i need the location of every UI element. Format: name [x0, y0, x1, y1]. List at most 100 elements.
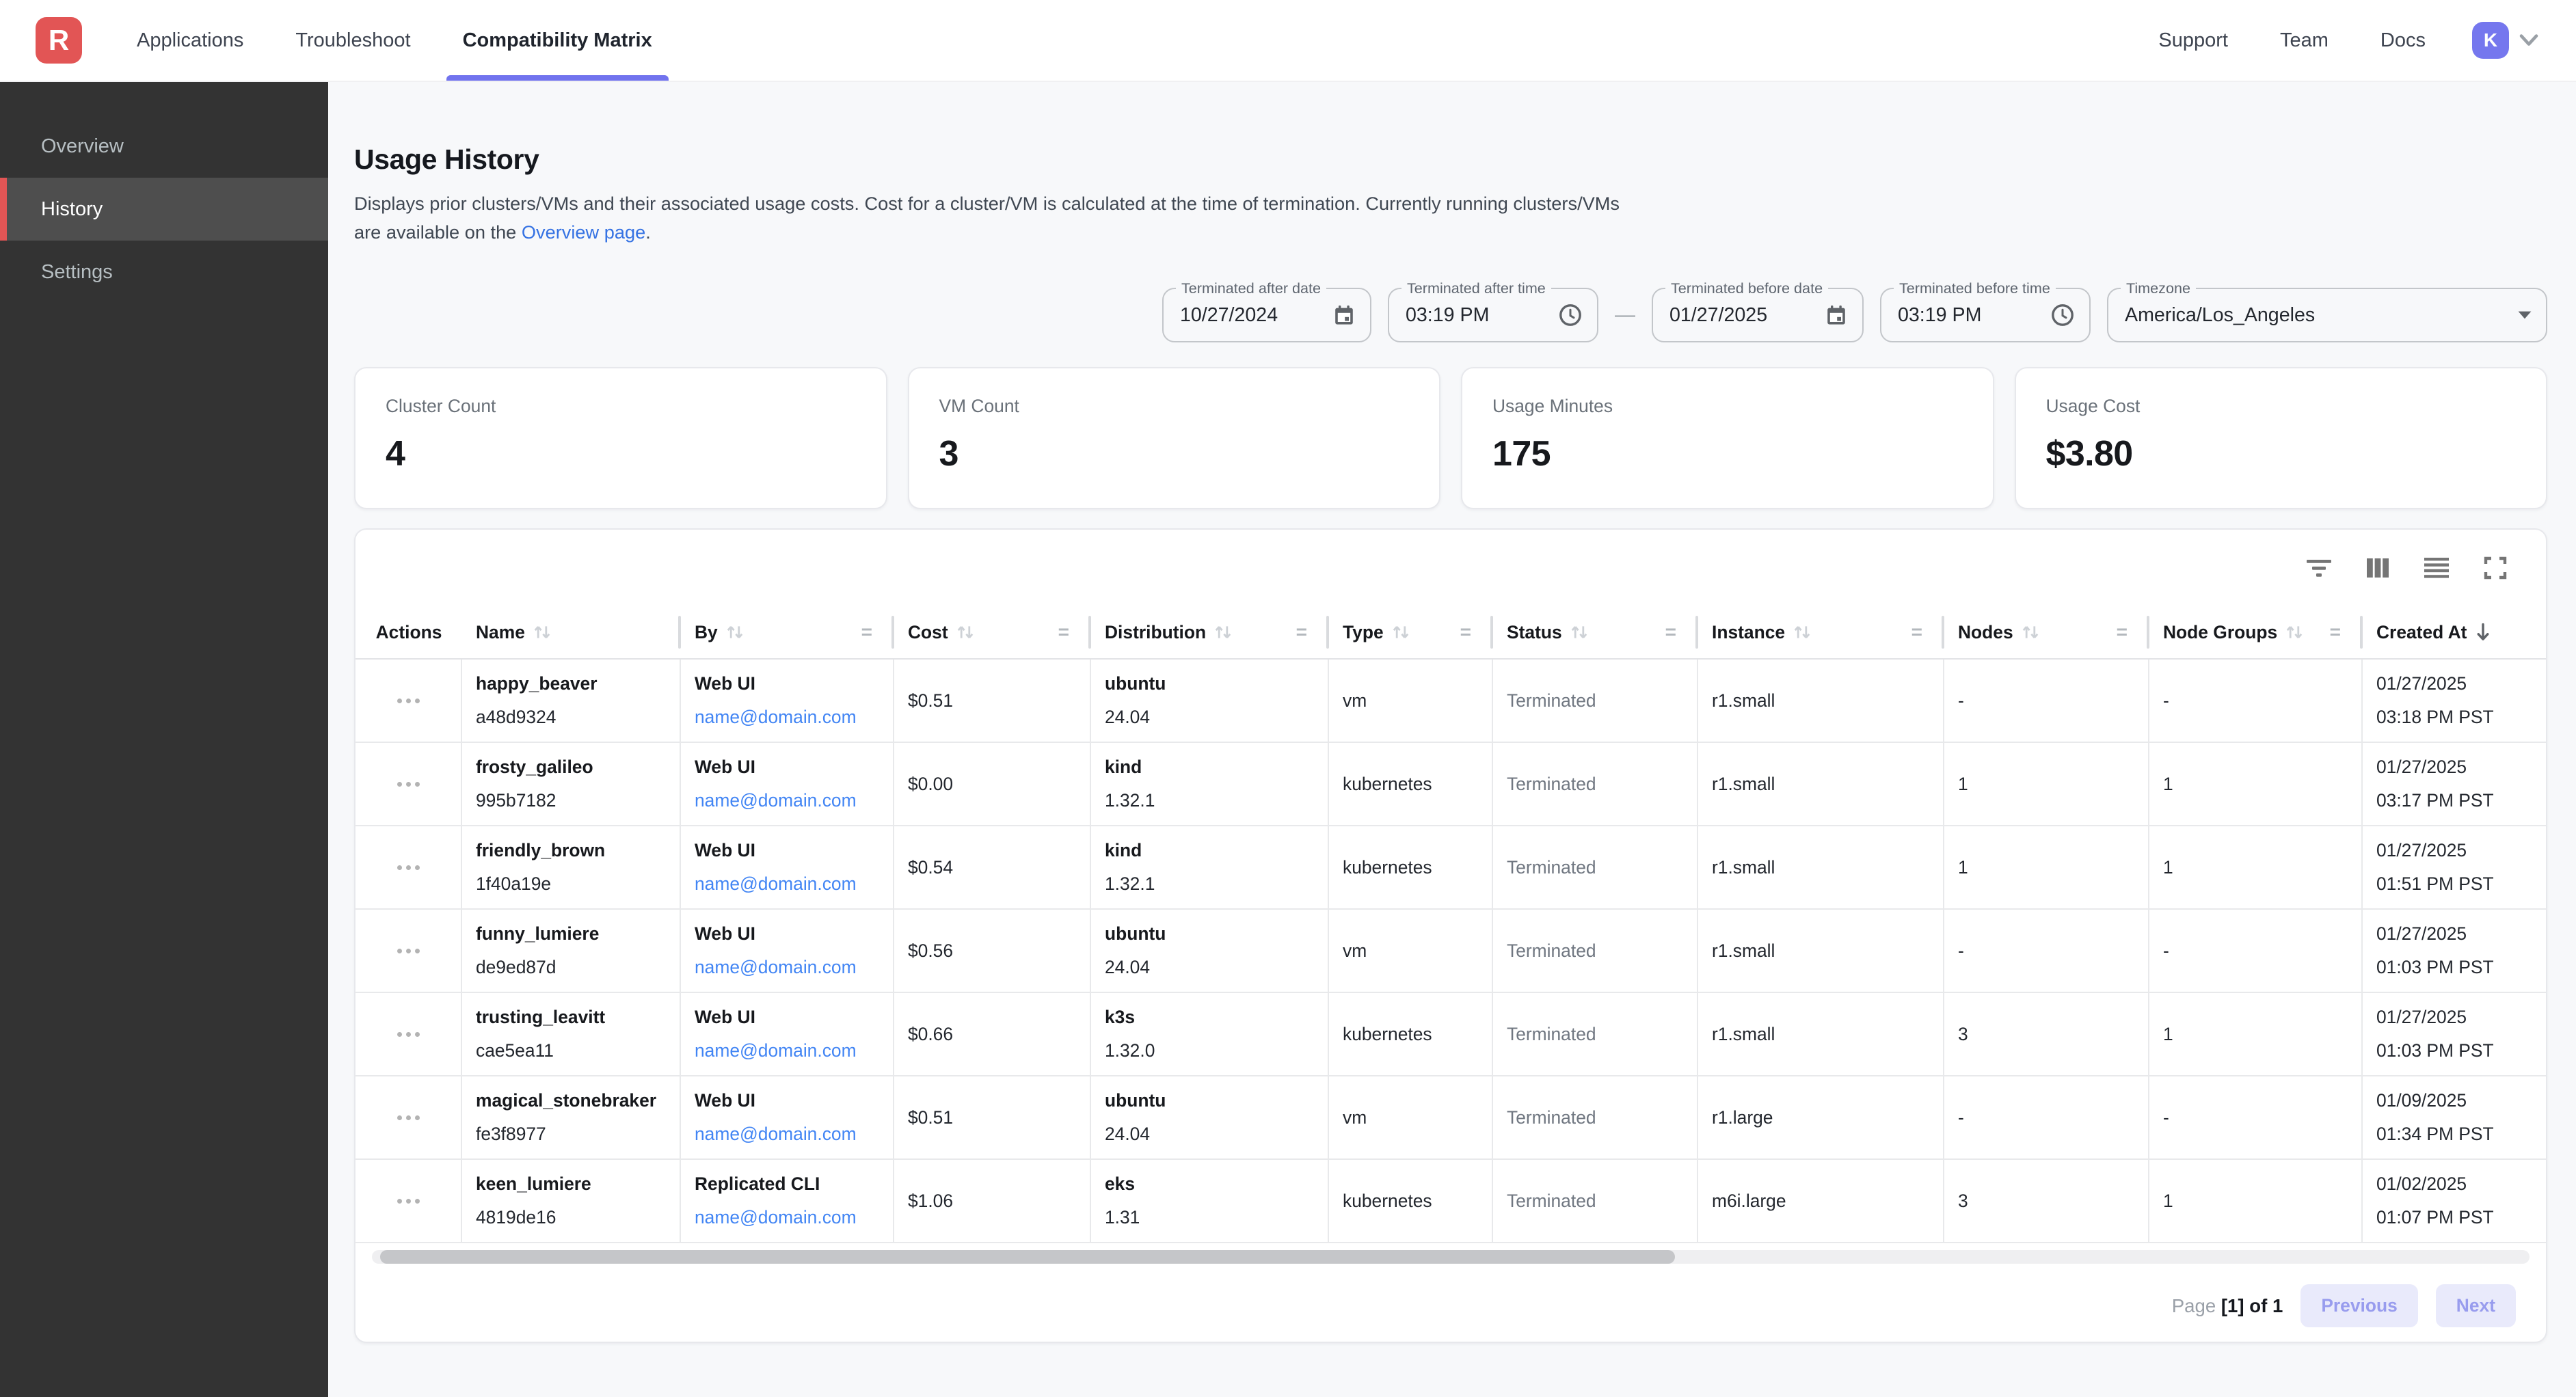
column-grip[interactable]: =: [1911, 621, 1922, 642]
horizontal-scrollbar-track[interactable]: [372, 1250, 2530, 1264]
density-button[interactable]: [2416, 547, 2457, 588]
column-header-name[interactable]: Name: [462, 606, 681, 658]
filter-field-terminated-before-time[interactable]: Terminated before time 03:19 PM: [1880, 280, 2091, 342]
cluster-name: trusting_leavitt: [476, 1007, 606, 1027]
row-actions-button[interactable]: [355, 826, 462, 908]
chevron-down-icon[interactable]: [2519, 33, 2539, 47]
created-by-email-link[interactable]: name@domain.com: [695, 1124, 857, 1144]
fullscreen-button[interactable]: [2475, 547, 2516, 588]
created-date: 01/27/2025: [2376, 840, 2467, 860]
horizontal-scrollbar-thumb[interactable]: [380, 1250, 1675, 1264]
column-grip[interactable]: =: [1058, 621, 1069, 642]
column-header-nodes[interactable]: Nodes =: [1944, 606, 2149, 658]
column-grip[interactable]: =: [1460, 621, 1471, 642]
sort-arrows-icon[interactable]: [1792, 623, 1812, 642]
created-by-source: Web UI: [695, 1007, 755, 1027]
sidebar-item-history[interactable]: History: [0, 178, 328, 241]
column-header-distribution[interactable]: Distribution =: [1091, 606, 1329, 658]
row-actions-button[interactable]: [355, 993, 462, 1075]
previous-page-button[interactable]: Previous: [2300, 1284, 2418, 1327]
cluster-id: 1f40a19e: [476, 873, 552, 894]
node-groups-value: -: [2163, 690, 2169, 711]
column-grip[interactable]: =: [1296, 621, 1307, 642]
created-time: 01:03 PM PST: [2376, 957, 2494, 977]
cell-by: Web UI name@domain.com: [681, 743, 894, 825]
column-grip[interactable]: =: [1665, 621, 1676, 642]
nav-link-support[interactable]: Support: [2158, 29, 2228, 51]
clock-icon[interactable]: [1557, 302, 1583, 328]
cell-by: Web UI name@domain.com: [681, 910, 894, 992]
column-header-label: Node Groups: [2163, 621, 2278, 642]
nodes-value: 1: [1958, 773, 1968, 794]
next-page-button[interactable]: Next: [2435, 1284, 2516, 1327]
row-actions-button[interactable]: [355, 660, 462, 742]
created-by-email-link[interactable]: name@domain.com: [695, 790, 857, 811]
created-by-email-link[interactable]: name@domain.com: [695, 873, 857, 894]
sort-arrows-icon[interactable]: [2284, 623, 2305, 642]
column-header-node-groups[interactable]: Node Groups =: [2149, 606, 2363, 658]
filter-list-button[interactable]: [2298, 547, 2339, 588]
sort-arrows-icon[interactable]: [955, 623, 976, 642]
filter-field-timezone[interactable]: Timezone America/Los_Angeles: [2107, 280, 2547, 342]
cell-status: Terminated: [1493, 743, 1698, 825]
calendar-icon[interactable]: [1824, 303, 1849, 327]
cell-distribution: eks 1.31: [1091, 1160, 1329, 1242]
status-badge: Terminated: [1507, 940, 1596, 961]
filter-field-terminated-after-time[interactable]: Terminated after time 03:19 PM: [1388, 280, 1598, 342]
sidebar-item-settings[interactable]: Settings: [41, 260, 113, 283]
column-header-status[interactable]: Status =: [1493, 606, 1698, 658]
replicated-logo[interactable]: R: [36, 17, 82, 64]
row-actions-button[interactable]: [355, 1160, 462, 1242]
stat-label: Usage Cost: [2045, 396, 2141, 416]
created-by-email-link[interactable]: name@domain.com: [695, 707, 857, 727]
table-row-friendly-brown: friendly_brown 1f40a19e Web UI name@domain.…: [355, 826, 2546, 910]
column-header-created-at[interactable]: Created At: [2363, 606, 2546, 658]
sort-arrows-icon[interactable]: [1569, 623, 1589, 642]
columns-button[interactable]: [2357, 547, 2398, 588]
page-indicator: Page [1] of 1: [2172, 1295, 2283, 1317]
sort-arrows-icon[interactable]: [725, 623, 745, 642]
filter-label: Terminated after date: [1176, 280, 1327, 297]
user-avatar[interactable]: K: [2472, 22, 2509, 59]
created-by-email-link[interactable]: name@domain.com: [695, 1040, 857, 1061]
sort-arrows-icon[interactable]: [2020, 623, 2041, 642]
row-actions-button[interactable]: [355, 1076, 462, 1158]
filter-field-terminated-before-date[interactable]: Terminated before date 01/27/2025: [1652, 280, 1864, 342]
nav-link-team[interactable]: Team: [2280, 29, 2329, 51]
dot: [414, 1115, 420, 1120]
tab-troubleshoot[interactable]: Troubleshoot: [295, 29, 411, 51]
tab-compatibility-matrix[interactable]: Compatibility Matrix: [446, 0, 668, 81]
sort-arrows-icon[interactable]: [1213, 623, 1233, 642]
filter-field-terminated-after-date[interactable]: Terminated after date 10/27/2024: [1162, 280, 1371, 342]
column-header-label: Cost: [908, 621, 948, 642]
dropdown-arrow-icon[interactable]: [2517, 310, 2532, 320]
stat-value: 4: [386, 434, 405, 474]
nav-link-docs[interactable]: Docs: [2380, 29, 2426, 51]
tab-applications[interactable]: Applications: [137, 29, 244, 51]
sorted-desc-icon[interactable]: [2473, 622, 2493, 642]
created-by-email-link[interactable]: name@domain.com: [695, 1207, 857, 1228]
instance-value: r1.large: [1712, 1107, 1773, 1128]
overview-page-link[interactable]: Overview page: [521, 221, 646, 243]
table-row-trusting-leavitt: trusting_leavitt cae5ea11 Web UI name@domai…: [355, 993, 2546, 1076]
cluster-id: 995b7182: [476, 790, 556, 811]
column-header-instance[interactable]: Instance =: [1698, 606, 1944, 658]
column-grip[interactable]: =: [861, 621, 872, 642]
sort-arrows-icon[interactable]: [1391, 623, 1411, 642]
sidebar-item-overview[interactable]: Overview: [41, 135, 124, 157]
clock-icon[interactable]: [2050, 302, 2076, 328]
more-actions-icon: [397, 781, 420, 787]
created-by-email-link[interactable]: name@domain.com: [695, 957, 857, 977]
column-header-cost[interactable]: Cost =: [894, 606, 1091, 658]
cell-status: Terminated: [1493, 910, 1698, 992]
sort-arrows-icon[interactable]: [532, 623, 552, 642]
created-date: 01/27/2025: [2376, 923, 2467, 944]
column-grip[interactable]: =: [2329, 621, 2341, 642]
row-actions-button[interactable]: [355, 743, 462, 825]
column-header-by[interactable]: By =: [681, 606, 894, 658]
column-header-type[interactable]: Type =: [1329, 606, 1493, 658]
table-header-row: Actions Name By = Cost = Distribution = Type = Sta…: [355, 606, 2546, 660]
column-grip[interactable]: =: [2116, 621, 2128, 642]
row-actions-button[interactable]: [355, 910, 462, 992]
calendar-icon[interactable]: [1332, 303, 1356, 327]
